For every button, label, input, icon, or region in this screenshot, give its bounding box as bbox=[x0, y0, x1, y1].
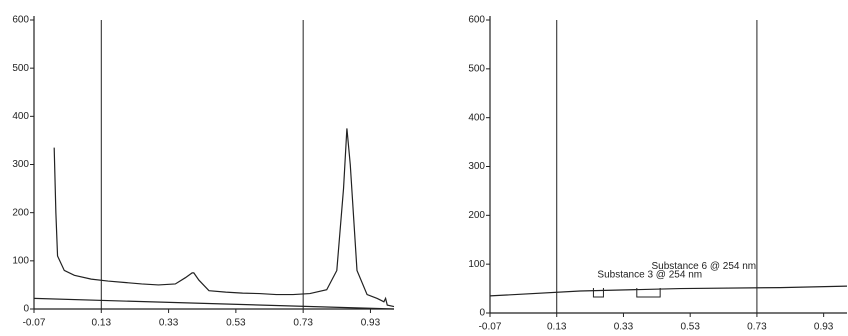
y-tick-label: 400 bbox=[12, 111, 29, 122]
y-tick-label: 600 bbox=[468, 15, 485, 26]
y-tick-label: 0 bbox=[23, 304, 29, 315]
y-tick-label: 100 bbox=[468, 259, 485, 270]
x-tick-label: 0.73 bbox=[747, 322, 767, 333]
y-tick-label: 100 bbox=[12, 255, 29, 266]
y-tick-label: 200 bbox=[12, 207, 29, 218]
y-tick-label: 0 bbox=[479, 308, 485, 319]
x-tick-label: -0.07 bbox=[479, 322, 502, 333]
x-tick-label: -0.07 bbox=[23, 318, 46, 329]
x-tick-label: 0.33 bbox=[159, 318, 179, 329]
x-tick-label: 0.13 bbox=[92, 318, 112, 329]
y-tick-label: 200 bbox=[468, 210, 485, 221]
chromatogram-line bbox=[34, 298, 394, 309]
x-tick-label: 0.53 bbox=[226, 318, 246, 329]
x-tick-label: 0.73 bbox=[293, 318, 313, 329]
x-tick-label: 0.93 bbox=[814, 322, 834, 333]
peak-marker bbox=[593, 288, 603, 297]
chromatogram-line bbox=[54, 128, 394, 306]
y-tick-label: 300 bbox=[468, 161, 485, 172]
y-tick-label: 400 bbox=[468, 112, 485, 123]
x-tick-label: 0.33 bbox=[614, 322, 634, 333]
figure: 0 100 200 300 400 500 600 -0.07 0.13 0.33 0.53 0.73… bbox=[0, 0, 848, 336]
y-tick-label: 500 bbox=[12, 63, 29, 74]
x-tick-label: 0.13 bbox=[547, 322, 567, 333]
annotation: Substance 3 @ 254 nm bbox=[597, 270, 702, 281]
x-tick-label: 0.93 bbox=[361, 318, 381, 329]
y-tick-label: 600 bbox=[12, 15, 29, 26]
chromatogram-line bbox=[490, 286, 847, 296]
y-tick-label: 300 bbox=[12, 159, 29, 170]
y-tick-label: 500 bbox=[468, 63, 485, 74]
x-tick-label: 0.53 bbox=[680, 322, 700, 333]
